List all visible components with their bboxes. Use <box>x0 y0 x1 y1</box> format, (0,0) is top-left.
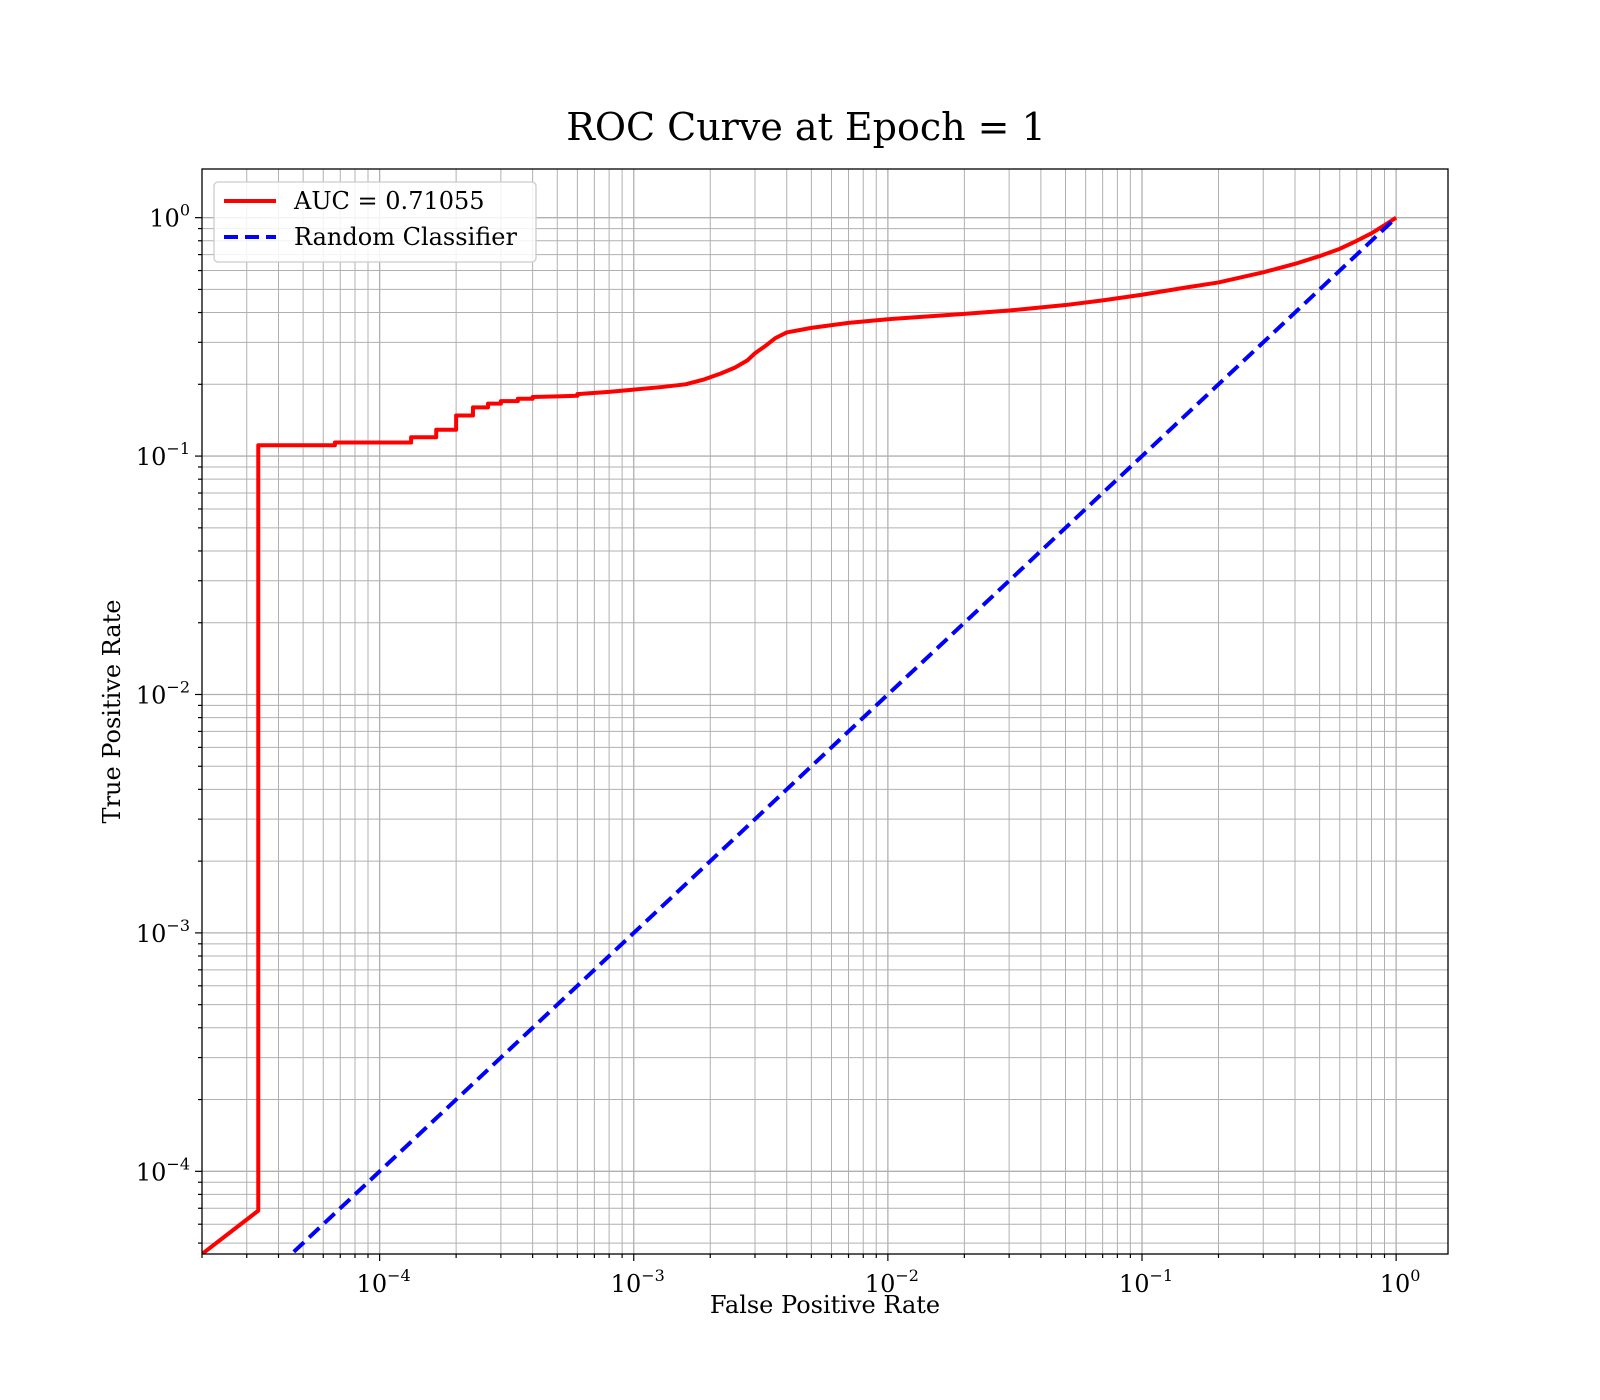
legend-box <box>213 181 537 263</box>
chart-title: ROC Curve at Epoch = 1 <box>566 105 1046 149</box>
y-tick-label: 10−4 <box>136 1154 190 1186</box>
plot-frame <box>201 168 1449 1255</box>
y-tick-label: 10−3 <box>136 916 190 948</box>
random-classifier-line <box>288 216 1398 1254</box>
tick-marks: 10−4 10−3 10−2 10−1 100 10−4 10−3 10−2 10−1 100 <box>136 201 1421 1298</box>
legend-entry-auc: AUC = 0.71055 <box>293 187 485 215</box>
series-lines <box>202 215 1398 1254</box>
y-axis-label: True Positive Rate <box>98 600 126 824</box>
y-tick-label: 100 <box>149 201 190 233</box>
grid-lines <box>201 169 1448 1254</box>
roc-curve-line <box>202 215 1398 1254</box>
legend-entry-random-classifier: Random Classifier <box>294 223 517 251</box>
y-tick-label: 10−1 <box>136 439 190 471</box>
y-tick-label: 10−2 <box>136 677 190 709</box>
x-axis-label: False Positive Rate <box>710 1291 940 1319</box>
x-tick-label: 10−3 <box>611 1266 665 1298</box>
legend: AUC = 0.71055 Random Classifier <box>213 181 537 263</box>
x-tick-label: 10−2 <box>865 1266 919 1298</box>
x-tick-label: 10−4 <box>357 1266 411 1298</box>
x-tick-label: 10−1 <box>1119 1266 1173 1298</box>
x-tick-label: 100 <box>1380 1266 1421 1298</box>
